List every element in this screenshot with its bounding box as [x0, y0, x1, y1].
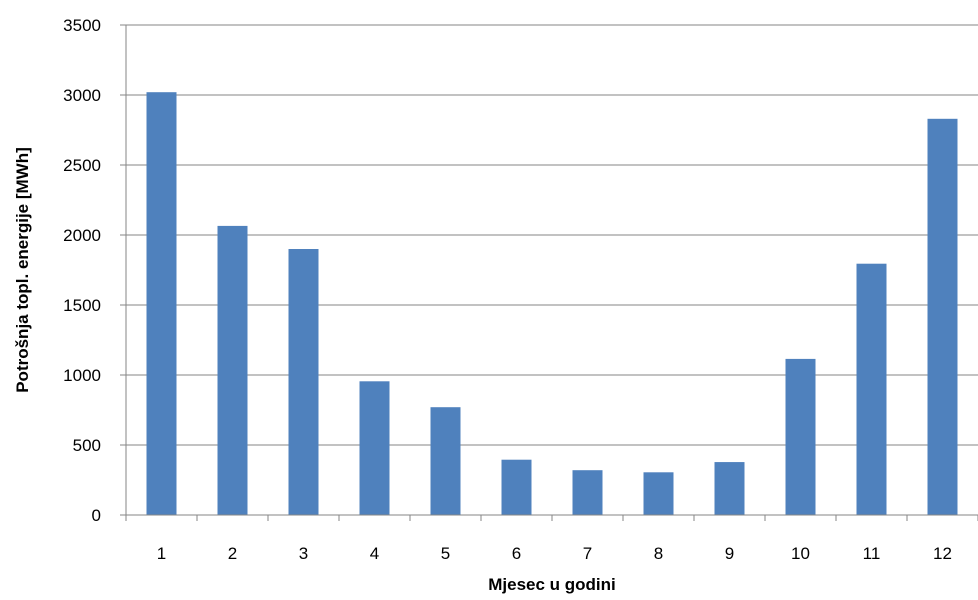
- y-tick-label: 500: [73, 436, 101, 455]
- x-tick-label: 7: [583, 544, 592, 563]
- y-tick-label: 0: [92, 506, 101, 525]
- bar: [146, 92, 177, 515]
- x-tick-label: 5: [441, 544, 450, 563]
- x-tick-label: 11: [863, 544, 881, 563]
- y-axis-title: Potrošnja topl. energije [MWh]: [13, 147, 32, 393]
- bar: [927, 118, 958, 516]
- x-tick-labels: 1 2 3 4 5 6 7 8 9 10 11 12: [157, 544, 952, 563]
- gridlines: [126, 24, 978, 446]
- x-tick-label: 9: [725, 544, 734, 563]
- x-tick-label: 10: [791, 544, 810, 563]
- y-tick-label: 3500: [63, 16, 101, 35]
- x-tick-label: 12: [933, 544, 952, 563]
- x-tick-label: 4: [370, 544, 379, 563]
- y-tick-label: 3000: [63, 86, 101, 105]
- y-tick-label: 2000: [63, 226, 101, 245]
- x-tick-label: 8: [654, 544, 663, 563]
- bar: [643, 472, 674, 515]
- x-axis-title: Mjesec u godini: [488, 575, 616, 594]
- axes: [120, 24, 978, 521]
- x-tick-label: 1: [157, 544, 166, 563]
- x-tick-label: 3: [299, 544, 308, 563]
- bar: [288, 249, 319, 515]
- bar: [785, 358, 816, 515]
- y-tick-label: 2500: [63, 156, 101, 175]
- bar: [572, 470, 603, 515]
- bar: [714, 462, 745, 515]
- y-tick-labels: 0 500 1000 1500 2000 2500 3000 3500: [63, 16, 101, 525]
- bar: [430, 407, 461, 515]
- x-tick-label: 6: [512, 544, 521, 563]
- bar: [501, 459, 532, 515]
- bar: [359, 381, 390, 515]
- y-tick-label: 1500: [63, 296, 101, 315]
- bars: [146, 92, 958, 516]
- y-tick-label: 1000: [63, 366, 101, 385]
- bar: [856, 263, 887, 515]
- bar: [217, 225, 248, 515]
- x-tick-label: 2: [228, 544, 237, 563]
